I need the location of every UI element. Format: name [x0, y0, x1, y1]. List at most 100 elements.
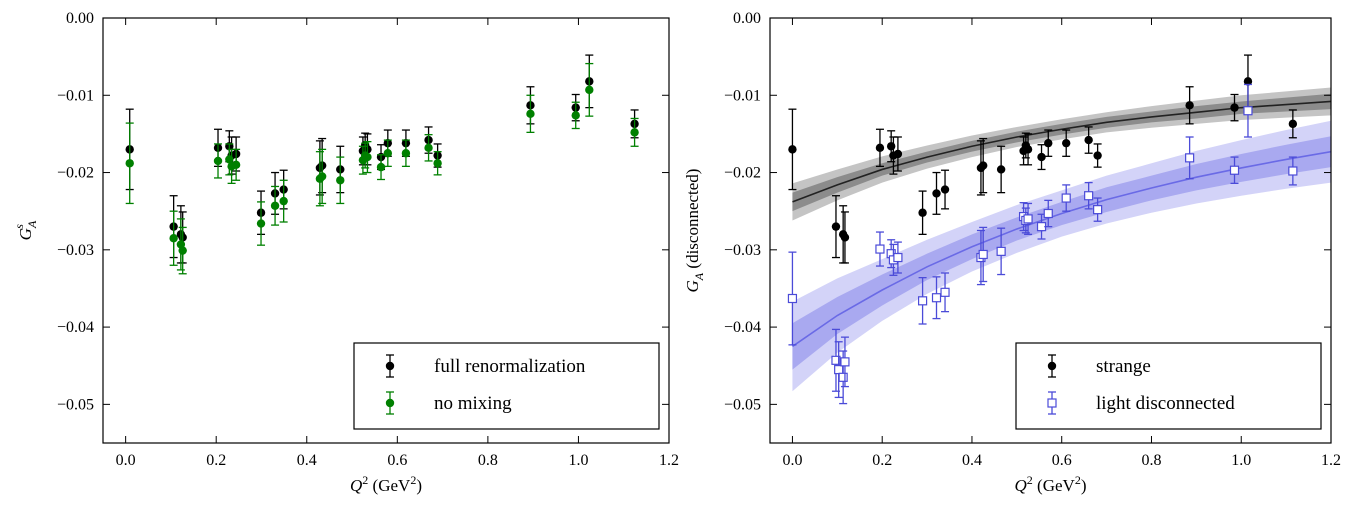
marker-square	[1023, 214, 1033, 224]
data-point	[893, 241, 903, 274]
marker-circle	[401, 149, 411, 158]
marker-circle	[526, 109, 535, 119]
x-tick-label: 0.6	[387, 452, 407, 469]
marker-circle	[424, 143, 433, 153]
x-axis-label-text: (GeV	[368, 476, 411, 495]
data-point	[270, 185, 280, 226]
x-tick-label: 1.0	[1231, 452, 1251, 469]
data-point	[788, 108, 797, 191]
x-axis-label-symbol: Q	[1015, 476, 1027, 495]
marker-square	[834, 364, 844, 375]
data-point	[336, 156, 345, 205]
data-point	[1185, 86, 1194, 125]
legend-entry: no mixing	[385, 391, 512, 415]
y-tick-label: 0.00	[66, 10, 94, 27]
data-point	[1037, 144, 1046, 171]
marker-circle	[840, 233, 850, 242]
legend-label: no mixing	[434, 393, 512, 414]
x-tick-label: 0.6	[1052, 452, 1072, 469]
data-point	[918, 190, 927, 236]
x-axis-label: Q2 (GeV2)	[1015, 473, 1087, 495]
marker-square	[978, 249, 988, 260]
marker-circle	[940, 185, 950, 194]
y-axis-label-symbol: G	[16, 228, 35, 240]
marker-circle	[996, 165, 1006, 174]
data-point	[1229, 156, 1240, 185]
data-point	[996, 145, 1006, 194]
data-point	[917, 276, 928, 325]
data-point	[424, 134, 433, 162]
data-point	[1084, 126, 1093, 154]
data-point	[1044, 129, 1053, 157]
chart-panel-2: 0.0 0.2 0.4 0.6 0.8 1.0 1.2 0.00 −0.01 −0.02 −0.03…	[683, 10, 1341, 495]
x-tick-label: 0.4	[962, 452, 982, 469]
marker-circle	[831, 222, 841, 231]
x-tick-label: 1.2	[1321, 452, 1341, 469]
data-point	[585, 62, 594, 117]
data-point	[125, 122, 134, 205]
y-axis-label: GA (disconnected)	[683, 169, 706, 293]
data-point	[401, 139, 411, 168]
series-2	[787, 83, 1298, 405]
data-point	[996, 227, 1006, 276]
marker-circle	[270, 201, 280, 210]
x-tick-label: 0.8	[1141, 452, 1161, 469]
x-tick-label: 0.4	[297, 452, 317, 469]
data-point	[940, 272, 950, 313]
marker-square	[1061, 193, 1071, 203]
series-1	[788, 54, 1298, 264]
legend-entry: light disconnected	[1047, 391, 1235, 415]
data-point	[1061, 184, 1071, 212]
data-point	[630, 117, 639, 147]
x-tick-label: 1.2	[659, 452, 679, 469]
data-point	[1023, 202, 1033, 236]
x-tick-label: 0.0	[782, 452, 802, 469]
data-point	[176, 218, 186, 271]
data-point	[1093, 197, 1103, 222]
y-axis-label-subscript: A	[25, 220, 39, 229]
x-axis-label-symbol: Q	[350, 476, 362, 495]
y-tick-label: −0.03	[724, 242, 761, 259]
marker-square	[1229, 165, 1240, 175]
y-tick-label: −0.04	[57, 319, 94, 336]
marker-circle	[213, 156, 223, 166]
x-tick-label: 0.2	[872, 452, 892, 469]
data-point	[889, 136, 898, 175]
data-point	[1023, 133, 1033, 166]
data-point	[1288, 109, 1298, 139]
y-axis-label-superscript: s	[12, 224, 26, 229]
marker-square	[875, 244, 885, 254]
data-point	[213, 143, 223, 179]
marker-circle	[336, 176, 345, 185]
data-point	[1185, 136, 1195, 180]
fit-band-inner	[792, 136, 1331, 370]
x-axis-label-unit-superscript: 2	[410, 473, 416, 487]
y-axis-label-text: (disconnected)	[683, 169, 702, 273]
x-axis-label-close: )	[1081, 476, 1087, 495]
marker-square	[996, 246, 1006, 256]
marker-square	[1243, 106, 1253, 116]
y-tick-label: 0.00	[733, 10, 761, 27]
x-tick-label: 1.0	[568, 452, 588, 469]
marker-circle	[1062, 138, 1071, 148]
legend-marker-circle	[1047, 361, 1057, 371]
data-point	[571, 101, 580, 130]
legend-box	[1015, 342, 1322, 430]
x-axis-label-superscript: 2	[1027, 473, 1033, 487]
data-point	[875, 231, 885, 267]
data-point	[1230, 93, 1239, 122]
marker-circle	[1084, 135, 1093, 145]
x-axis-label-superscript: 2	[362, 473, 368, 487]
marker-circle	[630, 128, 639, 137]
marker-circle	[279, 196, 288, 206]
data-point	[875, 128, 885, 168]
data-point	[1243, 83, 1253, 138]
data-point	[1084, 181, 1094, 210]
y-tick-label: −0.01	[57, 87, 94, 104]
marker-square	[1093, 205, 1103, 215]
y-tick-label: −0.05	[57, 396, 94, 413]
legend-label: strange	[1096, 356, 1151, 377]
data-point	[383, 139, 393, 168]
data-point	[317, 148, 327, 205]
